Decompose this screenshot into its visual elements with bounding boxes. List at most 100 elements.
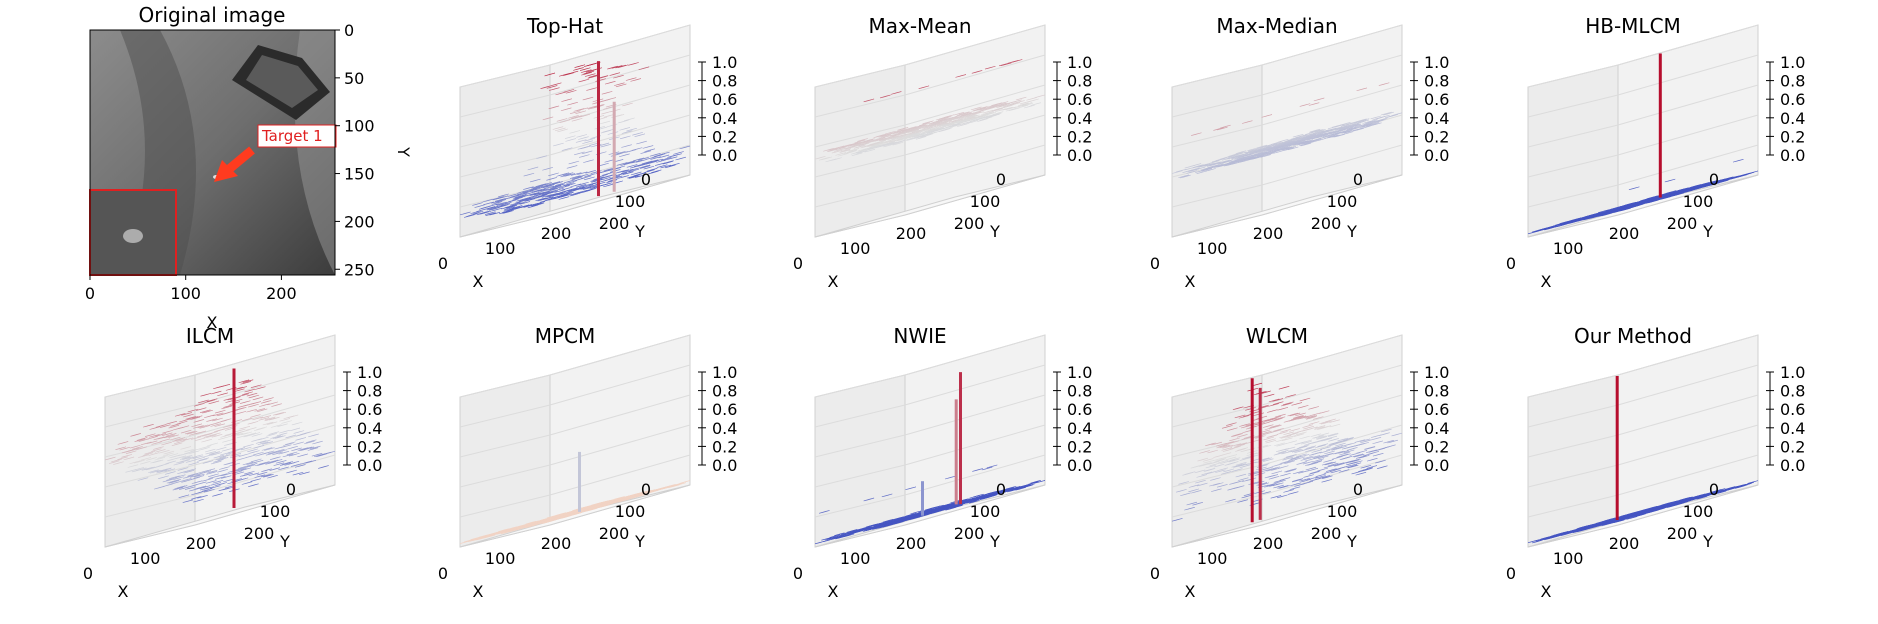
surface-facet xyxy=(598,162,609,167)
chart-title: Original image xyxy=(139,3,286,27)
surface-facet xyxy=(1243,156,1255,160)
surface-facet xyxy=(937,127,948,131)
surface-facet xyxy=(849,141,861,146)
surface-facet xyxy=(571,176,583,181)
surface-facet xyxy=(535,197,546,202)
surface-facet xyxy=(613,114,625,118)
y-tick-label: 200 xyxy=(1667,214,1698,233)
surface-facet xyxy=(627,175,639,179)
surface-facet xyxy=(1342,131,1354,135)
surface-facet xyxy=(649,153,661,157)
chart-title: Max-Mean xyxy=(868,14,971,38)
surface-facet xyxy=(615,83,627,88)
surface-facet xyxy=(580,145,591,150)
surface-facet xyxy=(561,98,572,102)
surface-facet xyxy=(558,196,570,200)
surface-facet xyxy=(880,134,891,138)
surface-facet xyxy=(1308,102,1320,106)
surface-facet xyxy=(1317,134,1328,138)
surface-facet xyxy=(1266,142,1278,147)
surface-facet xyxy=(493,204,505,208)
surface-facet xyxy=(1272,141,1284,146)
surface-facet xyxy=(572,187,584,191)
surface-facet xyxy=(517,190,529,194)
surface-facet xyxy=(974,115,986,120)
surface-facet xyxy=(919,122,930,127)
surface-facet xyxy=(1178,174,1189,179)
surface-facet xyxy=(605,97,616,101)
z-tick-label: 1.0 xyxy=(357,363,382,382)
surface-facet xyxy=(568,115,579,119)
panel-our-method: Our Method0.00.20.40.60.81.00100200X0100… xyxy=(1506,324,1806,601)
surface-facet xyxy=(941,118,953,122)
surface-facet xyxy=(639,164,651,169)
surface-facet xyxy=(1221,157,1233,161)
surface-facet xyxy=(1333,129,1345,134)
surface-facet xyxy=(495,201,507,206)
surface-facet xyxy=(1311,129,1323,133)
chart-title: MPCM xyxy=(535,324,596,348)
surface-facet xyxy=(673,151,684,155)
surface-facet xyxy=(527,203,538,207)
z-tick-label: 0.4 xyxy=(712,419,737,438)
y-axis-label: Y xyxy=(1346,532,1357,551)
surface-facet xyxy=(1005,108,1017,112)
x-tick-label: 0 xyxy=(83,564,93,583)
surface-facet xyxy=(829,147,841,151)
grid-line xyxy=(1261,144,1403,186)
surface-facet xyxy=(472,202,483,206)
surface-facet xyxy=(901,133,912,137)
surface-facet xyxy=(950,120,961,124)
surface-facet xyxy=(485,212,496,216)
surface-facet xyxy=(1308,136,1320,140)
surface-facet xyxy=(1275,143,1287,148)
surface-facet xyxy=(489,212,501,216)
surface-facet xyxy=(967,120,979,124)
z-tick-label: 0.4 xyxy=(1424,419,1449,438)
surface-facet xyxy=(549,186,561,191)
surface-facet xyxy=(854,139,866,144)
surface-facet xyxy=(1245,150,1257,154)
surface-facet xyxy=(962,113,974,117)
y-tick-label: 100 xyxy=(1327,502,1358,521)
surface-facet xyxy=(814,156,826,160)
surface-facet xyxy=(546,85,558,89)
surface-facet xyxy=(534,188,545,193)
z-tick-label: 0.6 xyxy=(1067,90,1092,109)
surface-facet xyxy=(1233,158,1244,162)
surface-facet xyxy=(1358,119,1369,124)
surface-facet xyxy=(616,172,627,176)
surface-facet xyxy=(1188,167,1200,172)
surface-facet xyxy=(572,115,583,119)
surface-facet xyxy=(484,206,496,210)
surface-facet xyxy=(1281,146,1292,151)
surface-facet xyxy=(926,130,938,134)
z-tick-label: 0.0 xyxy=(1780,456,1805,475)
floor-pane xyxy=(459,174,691,238)
y-axis-label: Y xyxy=(634,532,645,551)
surface-facet xyxy=(644,169,655,173)
surface-facet xyxy=(659,151,670,156)
surface-facet xyxy=(621,144,632,148)
surface-facet xyxy=(1034,94,1046,99)
surface-facet xyxy=(516,198,527,202)
surface-facet xyxy=(1210,161,1221,165)
x-tick-label: 200 xyxy=(1609,224,1640,243)
surface-facet xyxy=(964,118,976,123)
surface-facet xyxy=(939,122,951,127)
surface-facet xyxy=(869,144,881,149)
x-axis-label: X xyxy=(118,582,129,601)
surface-facet xyxy=(869,141,881,145)
grid-line xyxy=(1527,94,1619,118)
surface-facet xyxy=(1017,104,1029,109)
surface-facet xyxy=(568,160,580,165)
surface-facet xyxy=(599,120,611,125)
surface-facet xyxy=(1250,153,1261,157)
surface-facet xyxy=(1270,149,1281,154)
surface-facet xyxy=(493,196,504,200)
grid-line xyxy=(459,124,551,148)
surface-facet xyxy=(853,142,864,146)
surface-facet xyxy=(842,146,853,150)
x-tick-label: 200 xyxy=(1253,534,1284,553)
surface-facet xyxy=(618,119,629,124)
